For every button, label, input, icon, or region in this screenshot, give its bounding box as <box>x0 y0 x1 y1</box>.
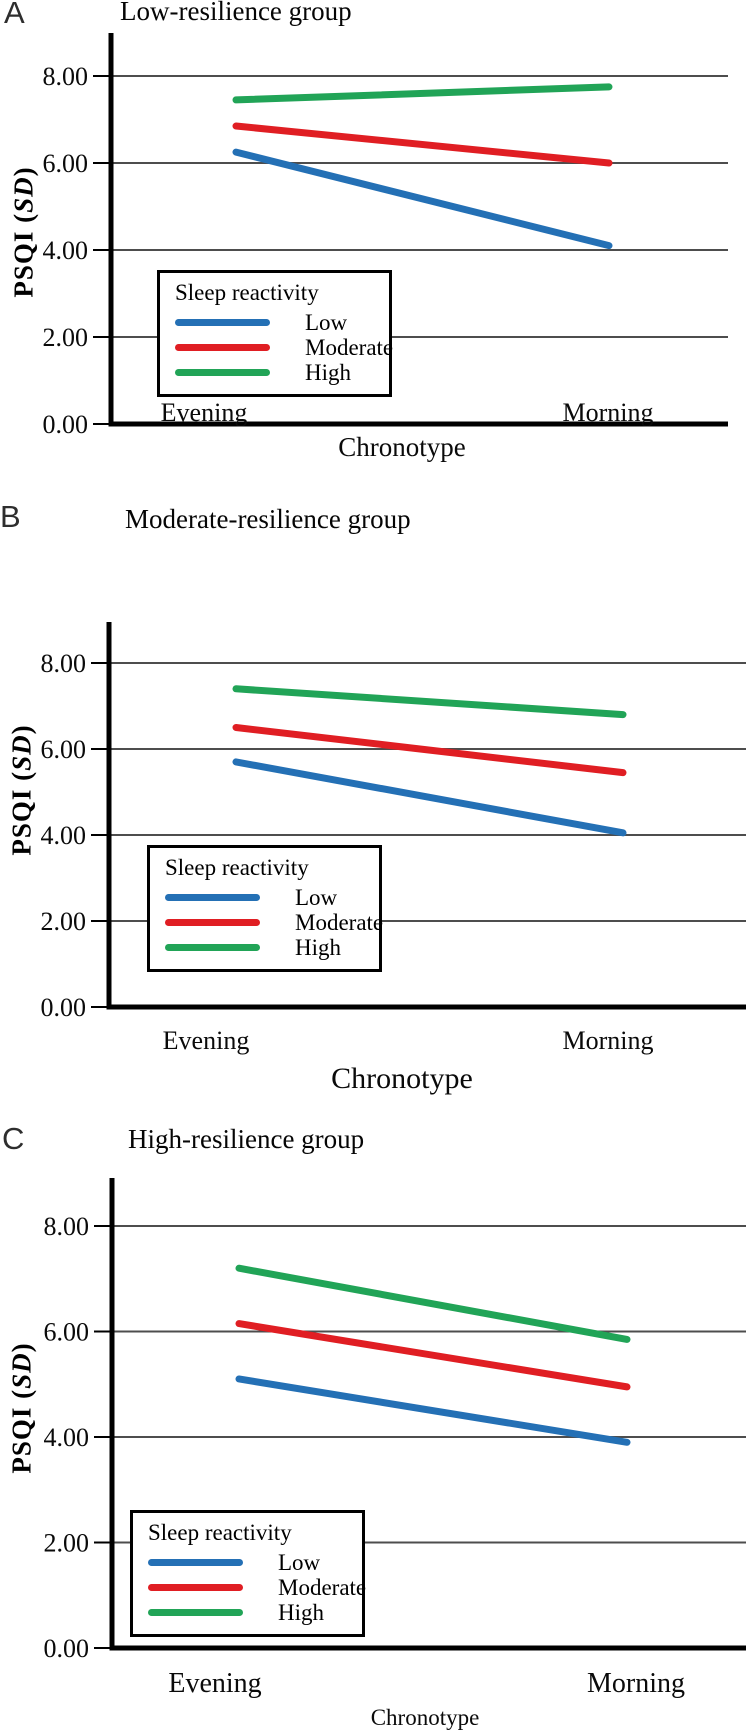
legend-item-low: Low <box>160 310 389 335</box>
panel-a-series-moderate <box>232 122 613 167</box>
panel-b-category-label-morning: Morning <box>563 1026 654 1055</box>
panel-c-plot: 0.00 2.00 4.00 6.00 8.00 Evening Morning Chrono… <box>44 1178 746 1730</box>
y-tick-label-2.00: 2.00 <box>44 1529 90 1558</box>
y-tick-label-8.00: 8.00 <box>41 649 87 678</box>
y-tick-label-6.00: 6.00 <box>41 735 87 764</box>
panel-c-series-moderate <box>235 1320 631 1391</box>
panel-b-y-axis-title: PSQI (SD) <box>6 724 37 856</box>
y-tick-label-8.00: 8.00 <box>44 1212 90 1241</box>
y-tick-label-0.00: 0.00 <box>44 1634 90 1663</box>
y-tick-label-0.00: 0.00 <box>43 410 89 439</box>
panel-c-letter: C <box>2 1121 25 1156</box>
legend-swatch-low-icon <box>165 894 260 901</box>
panel-b-plot: 0.00 2.00 4.00 6.00 8.00 Evening Morning Chrono… <box>41 622 746 1095</box>
legend-title: Sleep reactivity <box>165 855 309 880</box>
panel-c-x-axis-title: Chronotype <box>371 1705 480 1730</box>
y-tick-label-2.00: 2.00 <box>43 323 89 352</box>
panel-c-title: High-resilience group <box>128 1124 365 1154</box>
panel-a-category-label-morning: Morning <box>563 398 654 427</box>
panel-a-title: Low-resilience group <box>120 0 352 26</box>
panel-c-legend: Sleep reactivity Low Moderate High <box>130 1510 366 1637</box>
y-tick-label-4.00: 4.00 <box>43 236 89 265</box>
panel-c-category-label-morning: Morning <box>587 1668 685 1699</box>
panel-c-series-high <box>235 1264 631 1343</box>
legend-swatch-moderate-icon <box>165 919 260 926</box>
legend-swatch-low-icon <box>148 1559 243 1566</box>
legend-swatch-moderate-icon <box>148 1584 243 1591</box>
legend-swatch-low-icon <box>175 319 270 326</box>
y-tick-label-4.00: 4.00 <box>44 1423 90 1452</box>
legend-item-high: High <box>160 360 389 385</box>
panel-a-letter: A <box>4 0 25 30</box>
legend-swatch-high-icon <box>175 369 270 376</box>
panel-a-legend: Sleep reactivity Low Moderate High <box>157 270 393 397</box>
legend-item-moderate: Moderate <box>133 1575 366 1600</box>
panel-b-series-low <box>232 758 627 837</box>
panel-a-x-axis-title: Chronotype <box>338 432 466 462</box>
legend-swatch-high-icon <box>165 944 260 951</box>
panel-a-plot: 0.00 2.00 4.00 6.00 8.00 Evening Morning Chrono… <box>43 33 728 462</box>
y-tick-label-4.00: 4.00 <box>41 821 87 850</box>
y-tick-label-0.00: 0.00 <box>41 993 87 1022</box>
legend-title: Sleep reactivity <box>175 280 319 305</box>
panel-b-legend: Sleep reactivity Low Moderate High <box>147 845 383 972</box>
legend-item-moderate: Moderate <box>160 335 393 360</box>
legend-item-high: High <box>133 1600 362 1625</box>
legend-item-moderate: Moderate <box>150 910 383 935</box>
y-tick-label-2.00: 2.00 <box>41 907 87 936</box>
y-tick-label-6.00: 6.00 <box>43 149 89 178</box>
legend-swatch-moderate-icon <box>175 344 270 351</box>
panel-a-series-high <box>232 83 613 104</box>
legend-item-high: High <box>150 935 379 960</box>
panel-a-y-axis-title: PSQI (SD) <box>8 166 39 298</box>
panel-b-title: Moderate-resilience group <box>125 504 411 534</box>
panel-b-category-label-evening: Evening <box>163 1026 250 1055</box>
panel-c-y-axis-title: PSQI (SD) <box>6 1342 37 1474</box>
y-tick-label-6.00: 6.00 <box>44 1318 90 1347</box>
y-tick-label-8.00: 8.00 <box>43 62 89 91</box>
legend-item-low: Low <box>150 885 379 910</box>
panel-a-category-label-evening: Evening <box>161 398 248 427</box>
panel-a-series-low <box>232 148 613 250</box>
panel-c-category-label-evening: Evening <box>168 1668 261 1699</box>
legend-title: Sleep reactivity <box>148 1520 292 1545</box>
legend-item-low: Low <box>133 1550 362 1575</box>
legend-swatch-high-icon <box>148 1609 243 1616</box>
panel-b-series-high <box>232 685 627 719</box>
panel-b-letter: B <box>0 499 21 534</box>
panel-c-series-low <box>235 1375 631 1446</box>
panel-b-series-moderate <box>232 724 627 777</box>
panel-b-x-axis-title: Chronotype <box>331 1062 473 1095</box>
